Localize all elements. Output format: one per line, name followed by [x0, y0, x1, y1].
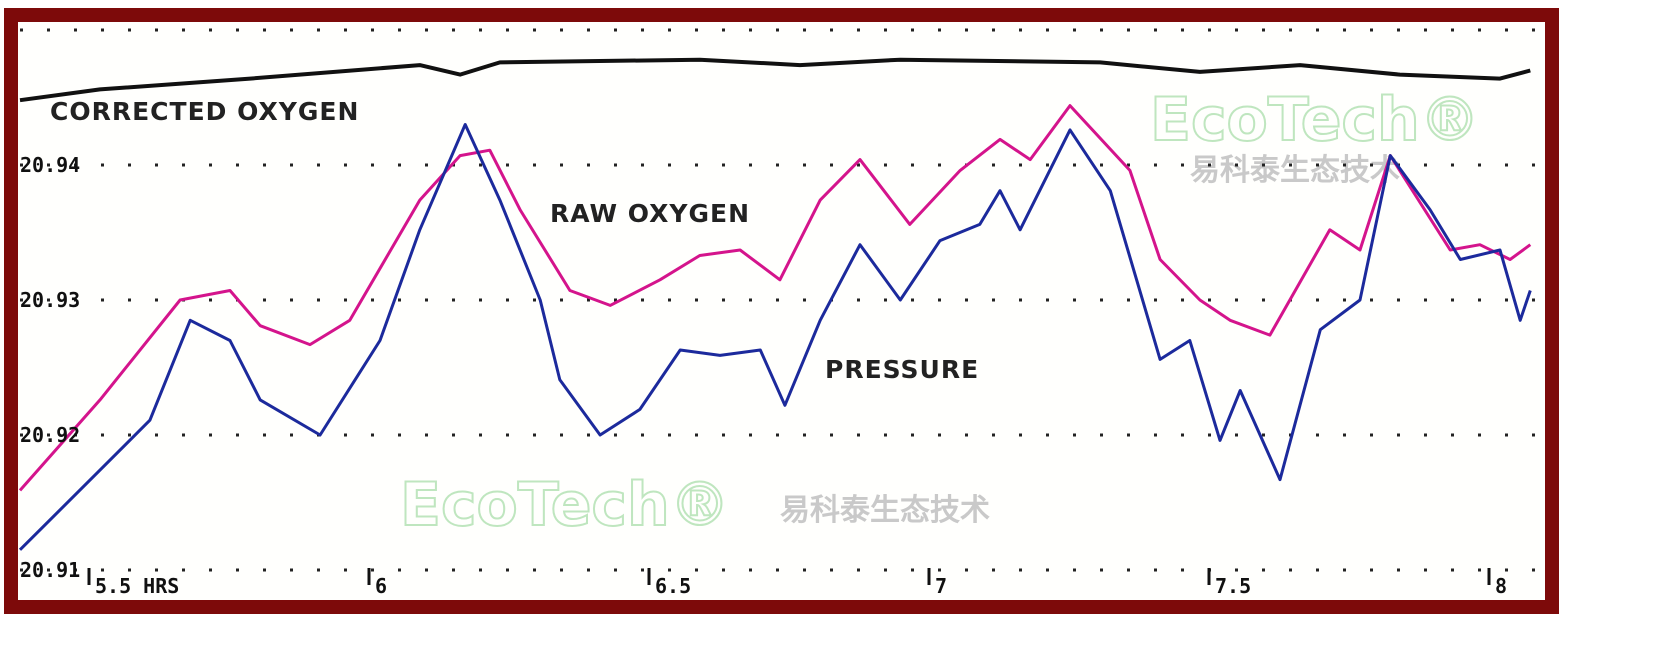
series-label: PRESSURE	[825, 355, 979, 384]
series-line-pressure	[18, 123, 1532, 551]
y-tick-label: 20.94	[20, 153, 80, 177]
plot-background	[18, 22, 1545, 600]
watermark-brand: EcoTech®	[400, 470, 730, 540]
x-tick-label: 6.5	[655, 574, 691, 598]
x-tick-label: 8	[1495, 574, 1507, 598]
x-tick-label: 7.5	[1215, 574, 1251, 598]
watermark-brand: EcoTech®	[1150, 85, 1480, 155]
watermark-chinese: 易科泰生态技术	[1190, 153, 1400, 188]
series-line-corrected-oxygen	[19, 57, 1531, 103]
series-label: CORRECTED OXYGEN	[50, 97, 359, 126]
x-tick-label: 5.5 HRS	[95, 574, 179, 598]
y-tick-label: 20.91	[20, 558, 80, 582]
chart-frame	[4, 8, 1559, 614]
x-tick-label: 6	[375, 574, 387, 598]
y-tick-label: 20.92	[20, 423, 80, 447]
watermark-chinese: 易科泰生态技术	[780, 493, 990, 528]
watermark: EcoTech®易科泰生态技术	[1149, 84, 1481, 188]
labels: 20.94 20.93 20.92 20.91 5.5 HRS 6 6.5 7 7.5 8 CORR…	[20, 97, 1507, 598]
watermark: EcoTech® 易科泰生态技术	[399, 469, 990, 541]
series-line-raw-oxygen	[18, 104, 1532, 492]
series-lines	[18, 57, 1532, 551]
x-tick-label: 7	[935, 574, 947, 598]
y-tick-label: 20.93	[20, 288, 80, 312]
series-label: RAW OXYGEN	[550, 199, 750, 228]
